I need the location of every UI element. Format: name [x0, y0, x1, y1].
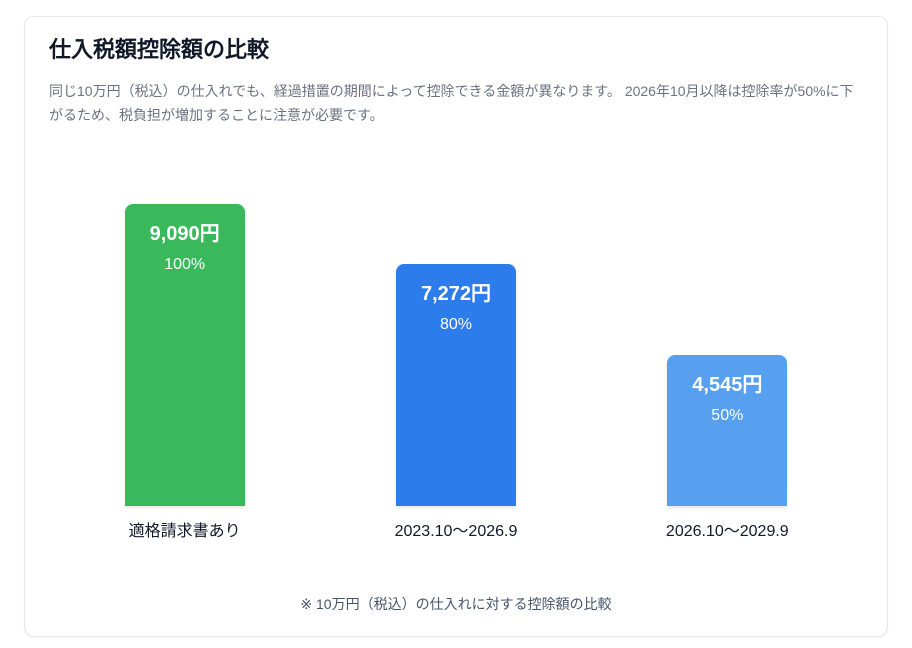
chart-bar-3: 4,545円 50% [667, 355, 788, 506]
bar-value-label: 4,545円 [692, 374, 763, 396]
card-title: 仕入税額控除額の比較 [49, 37, 270, 62]
category-labels-row: 適格請求書あり 2023.10〜2026.9 2026.10〜2029.9 [49, 520, 863, 544]
chart-column-1: 9,090円 100% [49, 127, 320, 506]
bar-chart: 9,090円 100% 7,272円 80% 4,545円 50% [49, 127, 863, 506]
bar-percent-label: 80% [439, 316, 472, 333]
comparison-card: 仕入税額控除額の比較 同じ10万円（税込）の仕入れでも、経過措置の期間によって控… [24, 16, 888, 637]
chart-bar-1: 9,090円 100% [124, 204, 245, 506]
chart-bar-2: 7,272円 80% [395, 264, 516, 506]
category-label-3: 2026.10〜2029.9 [665, 523, 789, 540]
category-label-1: 適格請求書あり [128, 523, 241, 540]
category-label-2: 2023.10〜2026.9 [394, 523, 518, 540]
card-description: 同じ10万円（税込）の仕入れでも、経過措置の期間によって控除できる金額が異なりま… [49, 83, 854, 123]
chart-footnote: ※ 10万円（税込）の仕入れに対する控除額の比較 [300, 596, 612, 612]
bar-value-label: 9,090円 [149, 223, 220, 245]
chart-column-2: 7,272円 80% [320, 127, 591, 506]
bar-value-label: 7,272円 [420, 283, 492, 305]
bar-percent-label: 50% [711, 407, 744, 424]
bar-percent-label: 100% [164, 256, 206, 273]
chart-column-3: 4,545円 50% [592, 127, 863, 506]
